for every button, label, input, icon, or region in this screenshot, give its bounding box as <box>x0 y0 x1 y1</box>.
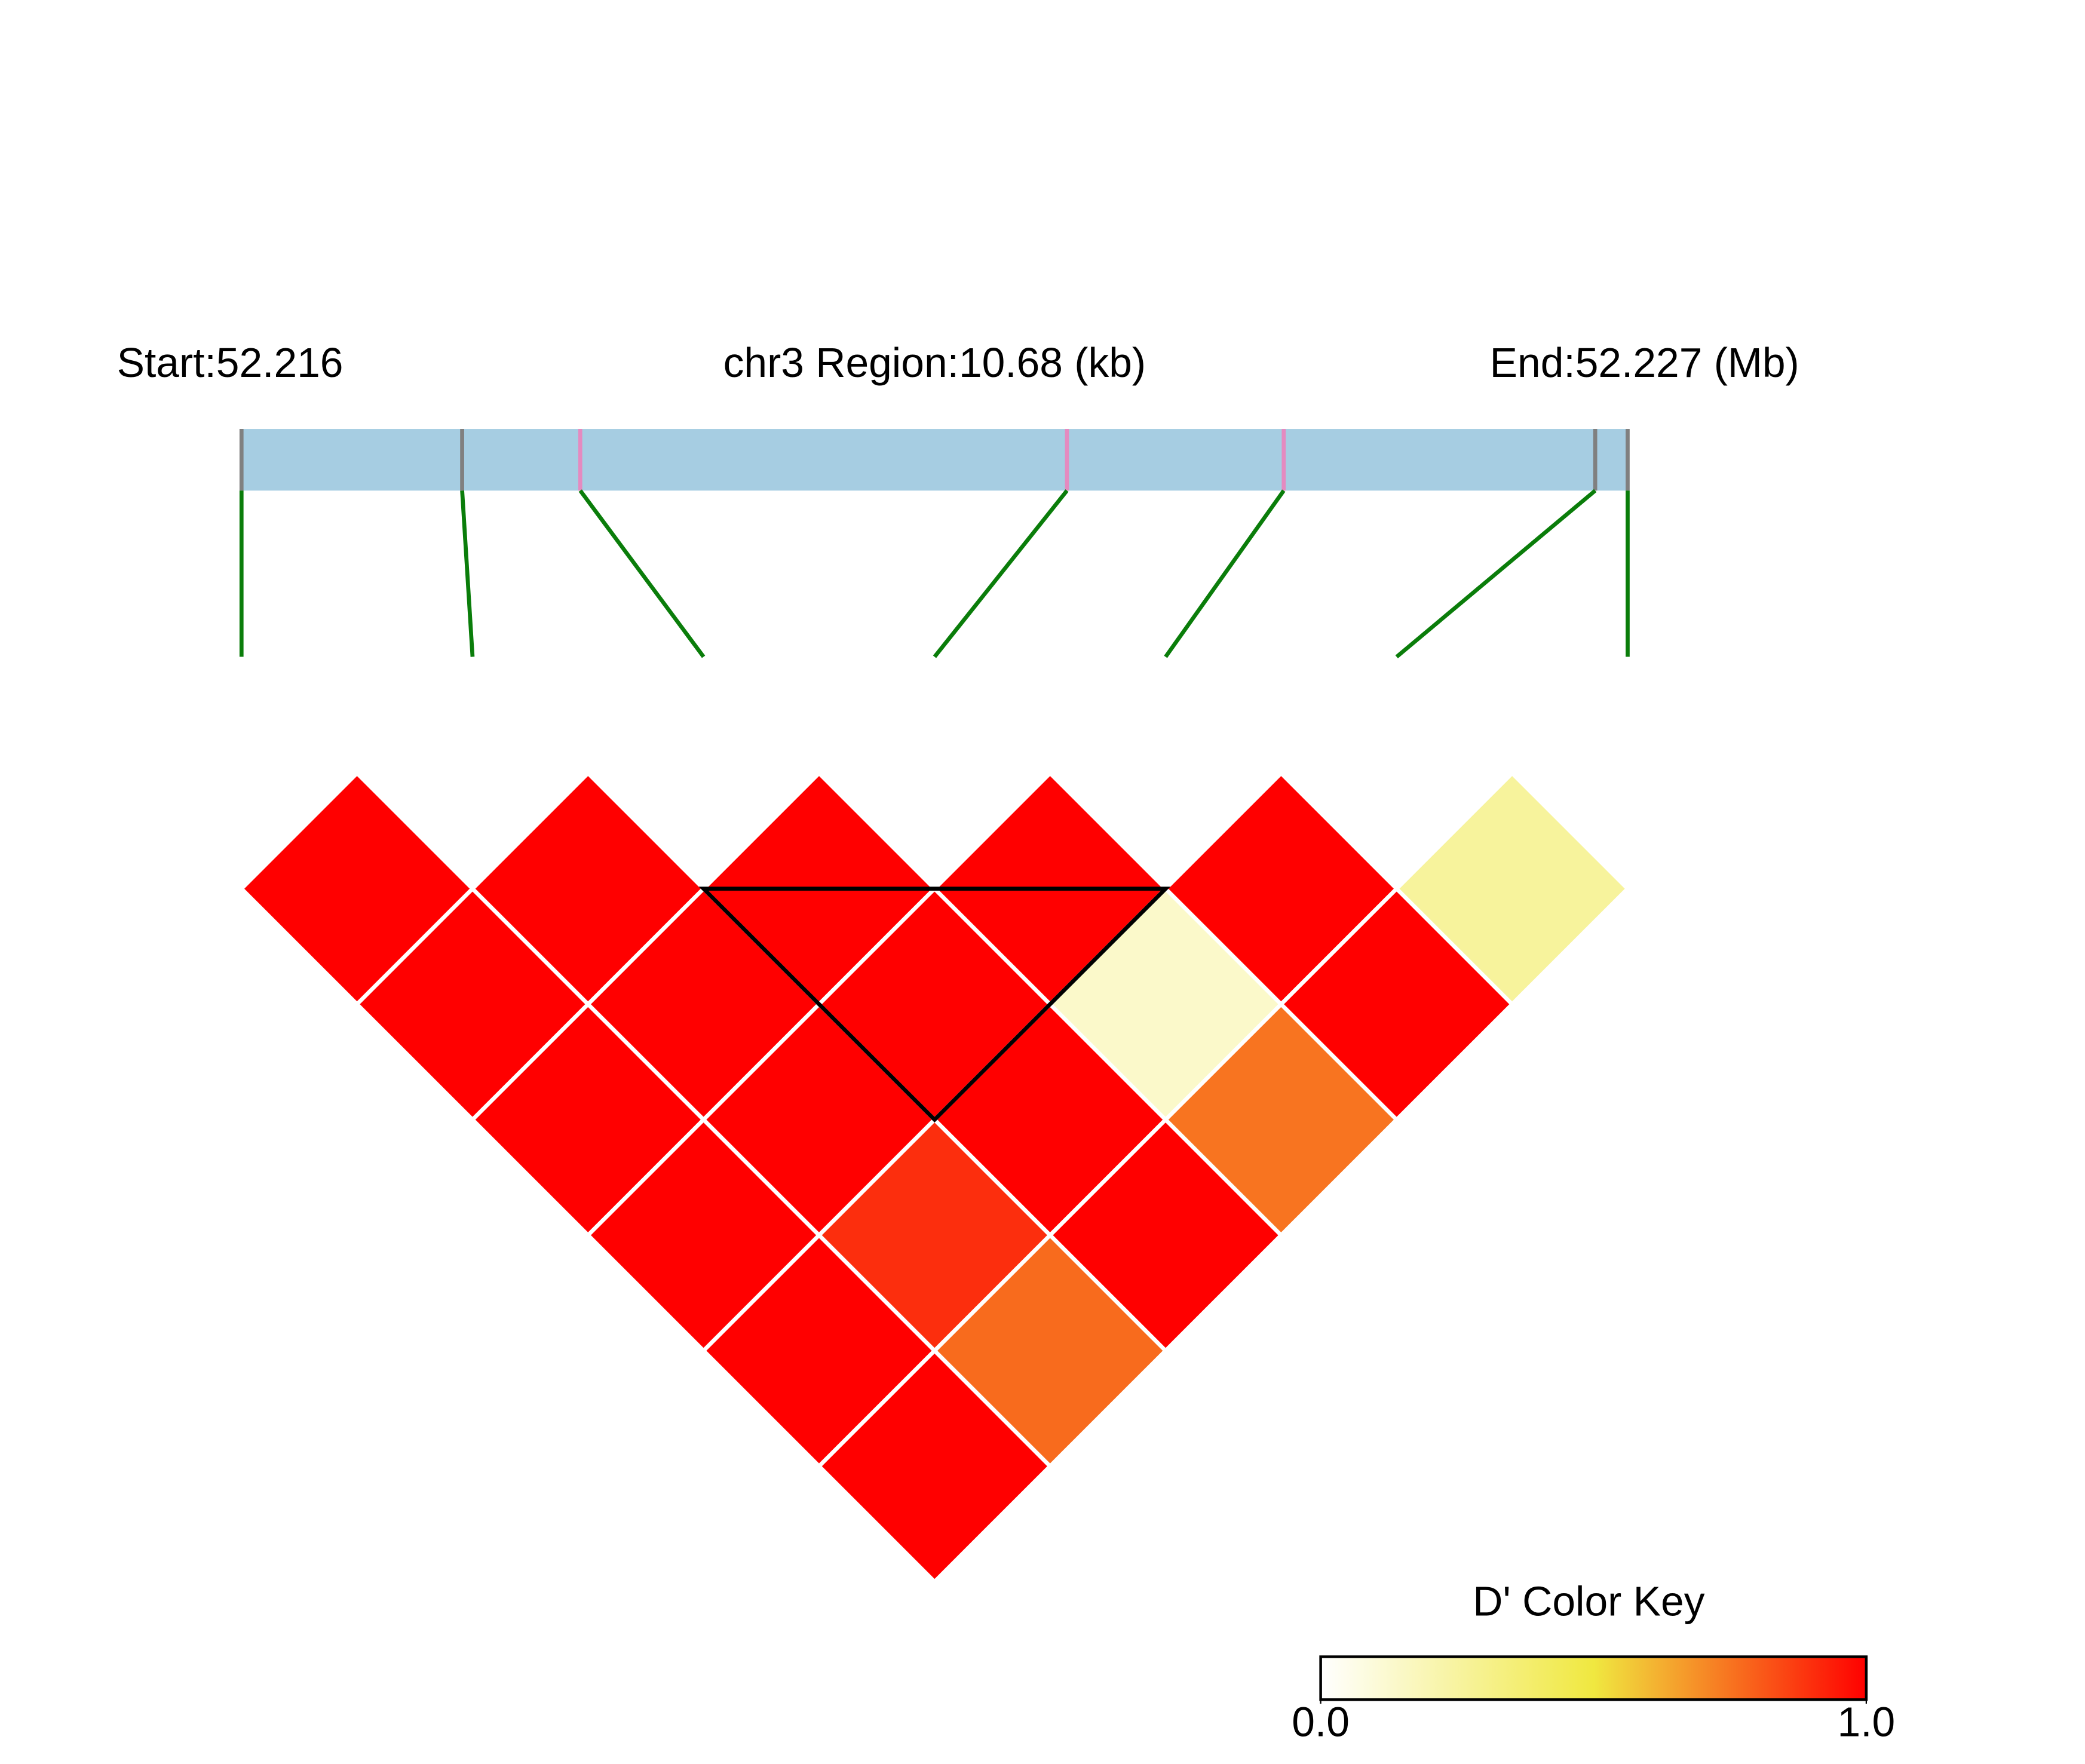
color-key-tick-label: 1.0 <box>1838 1698 1896 1745</box>
color-key-title: D' Color Key <box>1473 1578 1704 1624</box>
snp-connector <box>1164 489 1286 658</box>
region-bar <box>241 429 1628 491</box>
region-label: chr3 Region:10.68 (kb) <box>723 339 1146 386</box>
ld-cell <box>1394 770 1631 1007</box>
color-key-tick-label: 0.0 <box>1292 1698 1350 1745</box>
snp-connector <box>578 489 706 658</box>
snp-connector <box>933 489 1069 658</box>
end-label: End:52.227 (Mb) <box>1490 339 1799 386</box>
start-label: Start:52.216 <box>117 339 344 386</box>
ld-block <box>698 886 1171 1123</box>
color-key-bar <box>1319 1655 1868 1701</box>
snp-connector <box>460 490 475 657</box>
snp-connector <box>1395 489 1597 659</box>
